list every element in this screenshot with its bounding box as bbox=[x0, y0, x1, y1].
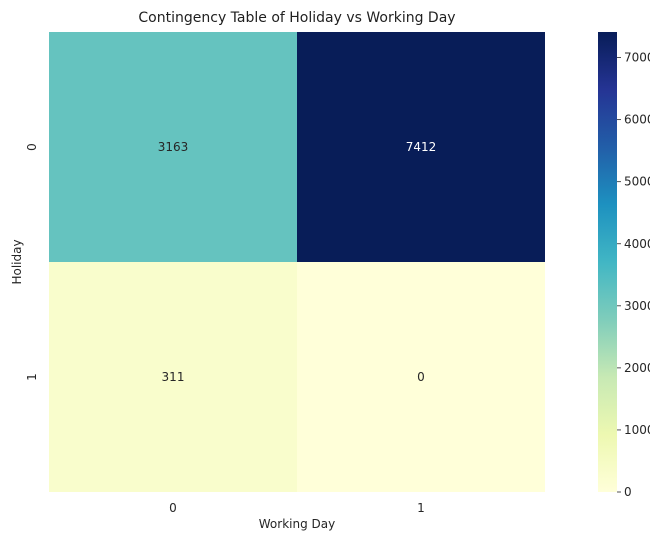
x-tick-label-1: 1 bbox=[417, 501, 425, 515]
colorbar-tick-label-4: 4000 bbox=[624, 237, 650, 251]
heatmap-cell-value-0-1: 7412 bbox=[406, 140, 437, 154]
heatmap-cells: 3163 7412 311 0 bbox=[49, 32, 545, 492]
colorbar-tick-label-7: 7000 bbox=[624, 51, 650, 65]
heatmap-cell-0-0 bbox=[49, 32, 297, 262]
x-tick-label-0: 0 bbox=[169, 501, 177, 515]
colorbar-tick-label-5: 5000 bbox=[624, 175, 650, 189]
y-tick-label-1: 1 bbox=[25, 373, 39, 381]
chart-title: Contingency Table of Holiday vs Working … bbox=[138, 10, 455, 26]
colorbar-tick-label-0: 0 bbox=[624, 485, 632, 499]
y-tick-labels: 01 bbox=[25, 143, 39, 381]
heatmap-cell-0-1 bbox=[297, 32, 545, 262]
colorbar-tick-label-6: 6000 bbox=[624, 113, 650, 127]
colorbar bbox=[598, 32, 617, 492]
y-tick-label-0: 0 bbox=[25, 143, 39, 151]
colorbar-tick-label-1: 1000 bbox=[624, 423, 650, 437]
y-axis-label: Holiday bbox=[10, 239, 24, 284]
x-axis-label: Working Day bbox=[259, 517, 335, 531]
colorbar-tick-label-3: 3000 bbox=[624, 299, 650, 313]
colorbar-tick-labels: 0 1000 2000 3000 4000 5000 6000 7000 bbox=[617, 51, 650, 499]
heatmap-cell-1-1 bbox=[297, 262, 545, 492]
heatmap-cell-value-1-1: 0 bbox=[417, 370, 425, 384]
heatmap-cell-value-0-0: 3163 bbox=[158, 140, 189, 154]
heatmap-cell-value-1-0: 311 bbox=[162, 370, 185, 384]
colorbar-tick-label-2: 2000 bbox=[624, 361, 650, 375]
heatmap-cell-1-0 bbox=[49, 262, 297, 492]
